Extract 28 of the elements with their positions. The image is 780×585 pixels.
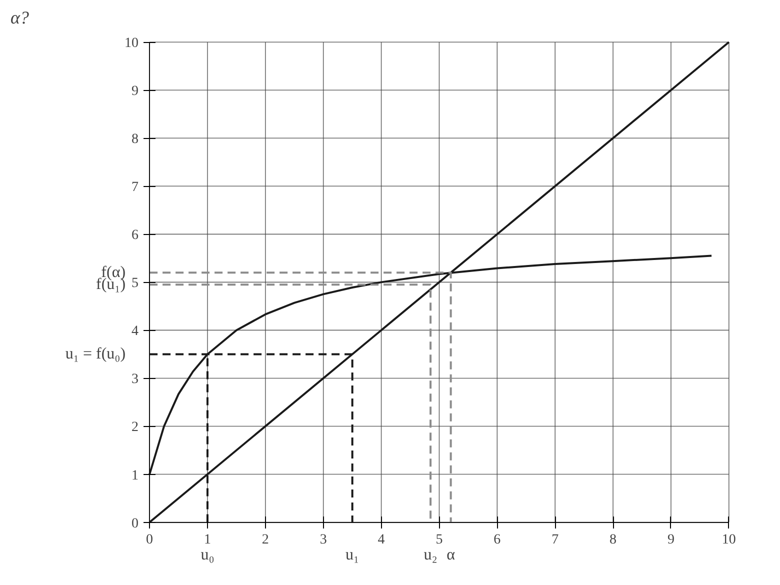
y-tick-label: 8 bbox=[132, 132, 139, 148]
chart-title: α? bbox=[10, 8, 29, 28]
x-tick-label: 0 bbox=[146, 532, 154, 548]
x-tick-label: 4 bbox=[378, 532, 385, 548]
y-tick-label: 4 bbox=[132, 324, 139, 340]
y-tick-label: 5 bbox=[132, 276, 139, 292]
y-tick-label: 10 bbox=[124, 36, 139, 52]
y-tick-label: 3 bbox=[132, 372, 139, 388]
x-tick-label: 5 bbox=[436, 532, 443, 548]
y-tick-label: 6 bbox=[132, 228, 139, 244]
annotation: α bbox=[446, 546, 456, 564]
y-tick-label: 2 bbox=[132, 420, 139, 436]
x-tick-label: 2 bbox=[262, 532, 269, 548]
annotation: u₁ bbox=[346, 546, 360, 564]
y-tick-label: 0 bbox=[132, 516, 139, 532]
y-tick-label: 1 bbox=[132, 468, 139, 484]
x-tick-label: 9 bbox=[667, 532, 674, 548]
x-tick-label: 6 bbox=[494, 532, 501, 548]
annotation: u₁ = f(u₀) bbox=[65, 346, 126, 363]
x-tick-label: 10 bbox=[722, 532, 736, 548]
x-tick-label: 7 bbox=[552, 532, 559, 548]
x-tick-label: 8 bbox=[610, 532, 617, 548]
y-tick-label: 7 bbox=[132, 180, 139, 196]
y-tick-label: 9 bbox=[132, 84, 139, 100]
x-tick-label: 1 bbox=[204, 532, 211, 548]
annotation: u₀ bbox=[200, 546, 214, 564]
annotation: u₂ bbox=[424, 546, 438, 564]
x-tick-label: 3 bbox=[320, 532, 327, 548]
